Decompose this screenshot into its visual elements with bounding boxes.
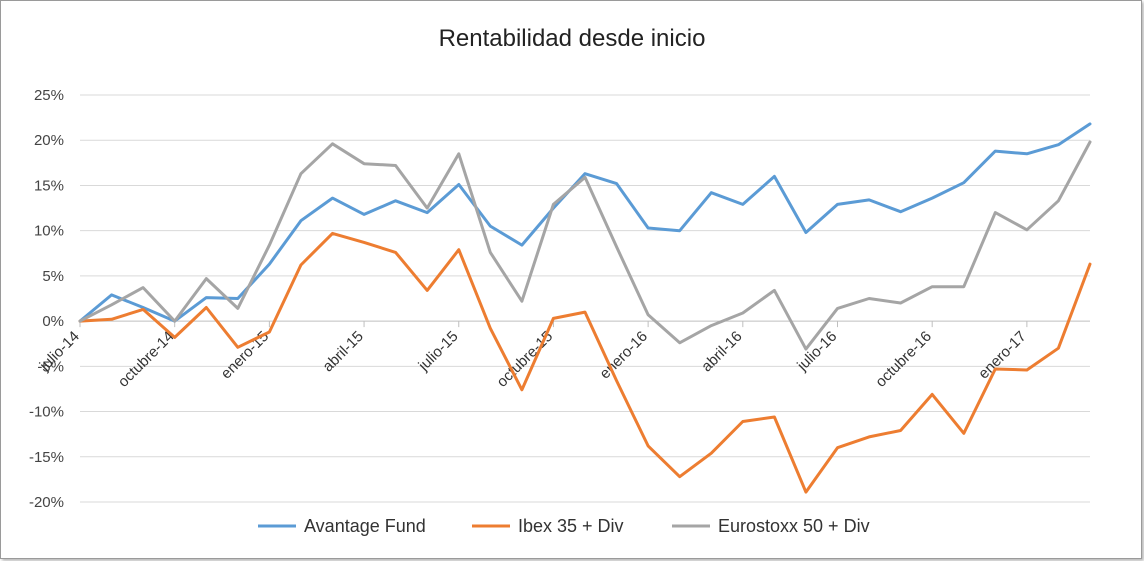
legend: Avantage Fund Ibex 35 + Div Eurostoxx 50 +… — [258, 516, 870, 536]
y-tick-label: 5% — [42, 268, 64, 285]
y-axis-labels: 25% 20% 15% 10% 5% 0% -5% -10% -15% -20% — [29, 87, 64, 511]
legend-label: Avantage Fund — [304, 516, 426, 536]
x-tick-label: octubre-16 — [872, 328, 935, 391]
y-tick-label: 10% — [34, 223, 64, 240]
legend-label: Ibex 35 + Div — [518, 516, 624, 536]
x-tick-label: enero-17 — [975, 328, 1029, 382]
x-tick-label: julio-15 — [415, 328, 462, 375]
series-line-eurostoxx-50-div — [78, 140, 1092, 351]
x-tick-label: abril-15 — [319, 328, 366, 375]
chart-title: Rentabilidad desde inicio — [439, 25, 706, 52]
y-tick-label: -20% — [29, 494, 64, 511]
series-line-avantage-fund — [78, 122, 1092, 323]
y-tick-label: -5% — [37, 358, 64, 375]
x-axis: julio-14 octubre-14 enero-15 abril-15 julio-… — [36, 320, 1090, 391]
legend-label: Eurostoxx 50 + Div — [718, 516, 870, 536]
series-line-ibex-35-div — [78, 231, 1092, 494]
gridlines — [80, 94, 1090, 503]
y-tick-label: 15% — [34, 177, 64, 194]
y-tick-label: -10% — [29, 404, 64, 421]
y-tick-label: 25% — [34, 87, 64, 104]
x-tick-label: octubre-14 — [115, 328, 178, 391]
y-tick-label: 0% — [42, 313, 64, 330]
y-tick-label: -15% — [29, 449, 64, 466]
x-tick-label: abril-16 — [698, 328, 745, 375]
series-lines — [78, 122, 1092, 494]
y-tick-label: 20% — [34, 132, 64, 149]
